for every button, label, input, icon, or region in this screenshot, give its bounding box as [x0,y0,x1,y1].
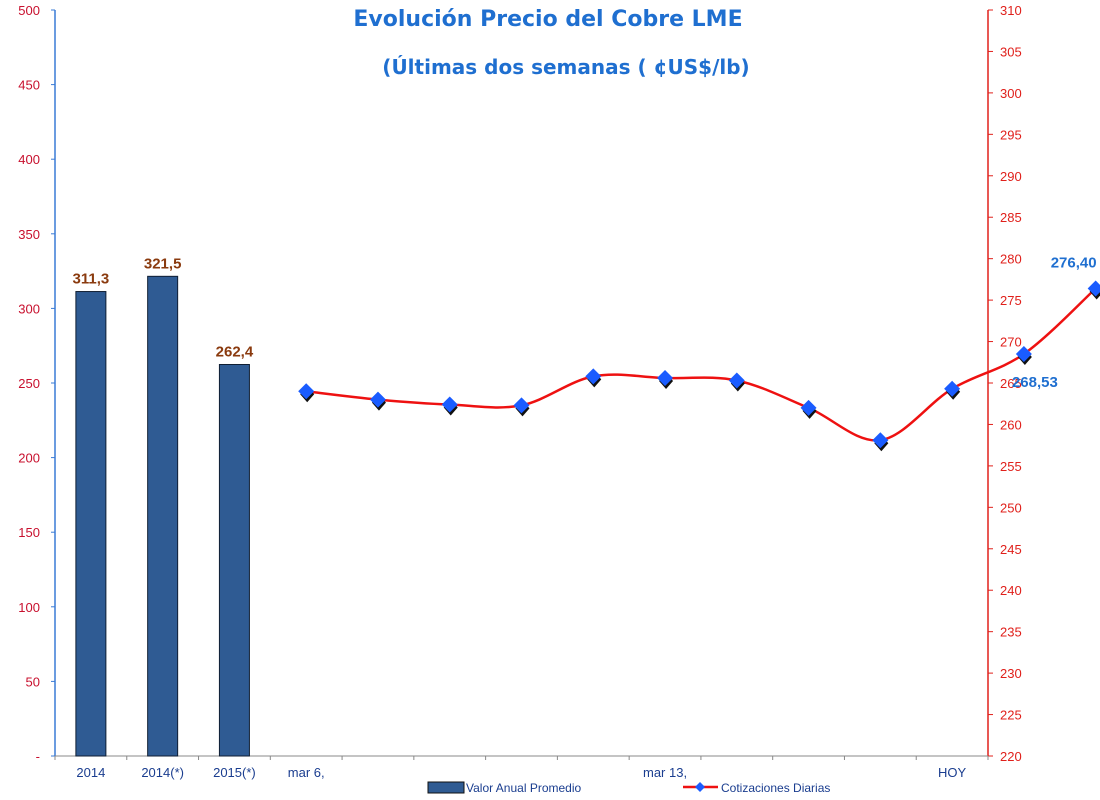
line-point [944,380,961,400]
legend-swatch-bar [427,781,465,794]
line-point [872,432,889,452]
right-tick-label: 300 [1000,86,1022,101]
point-value-label: 276,40 [1051,255,1097,272]
right-tick-label: 245 [1000,542,1022,557]
right-tick-label: 290 [1000,169,1022,184]
line-point [369,391,386,411]
left-tick-label: 500 [18,3,40,18]
plot-area: - 50 100 150 200 250 300 350 400 450 500 220 225 230… [18,3,1100,780]
right-tick-label: 285 [1000,210,1022,225]
line-path [306,287,1097,442]
left-tick-label: 300 [18,301,40,316]
line-series: 268,53 276,40 [298,255,1100,452]
line-point [1087,280,1100,300]
category-label: 2014(*) [141,765,184,780]
left-axis-ticks: - 50 100 150 200 250 300 350 400 450 500 [18,3,55,764]
chart-title: Evolución Precio del Cobre LME [353,7,742,32]
left-tick-label: 350 [18,227,40,242]
bar-value-label: 321,5 [144,255,182,272]
legend-label-line: Cotizaciones Diarias [721,781,830,795]
left-tick-label: 150 [18,525,40,540]
right-tick-label: 260 [1000,417,1022,432]
right-tick-label: 255 [1000,459,1022,474]
bar [75,291,107,757]
bar [218,363,250,757]
category-labels: 2014 2014(*) 2015(*) mar 6, mar 13, HOY [76,765,966,780]
legend-swatch-marker [695,782,705,792]
line-point [728,372,745,392]
right-tick-label: 240 [1000,583,1022,598]
chart-subtitle: (Últimas dos semanas ( ¢US$/lb) [382,55,749,79]
left-tick-label: - [36,749,40,764]
left-tick-label: 250 [18,376,40,391]
right-tick-label: 270 [1000,335,1022,350]
right-tick-label: 275 [1000,293,1022,308]
right-tick-label: 265 [1000,376,1022,391]
left-tick-label: 100 [18,600,40,615]
right-tick-label: 230 [1000,666,1022,681]
bar-series: 311,3 321,5 262,4 [73,255,254,757]
legend-label-bar: Valor Anual Promedio [466,781,582,795]
line-point [800,399,817,419]
right-tick-label: 225 [1000,708,1022,723]
right-axis-ticks: 220 225 230 235 240 245 250 255 260 265 270 275 280 2… [988,3,1022,764]
legend: Valor Anual Promedio Cotizaciones Diaria… [427,781,830,795]
line-point [585,368,602,388]
left-tick-label: 400 [18,152,40,167]
right-tick-label: 220 [1000,749,1022,764]
left-tick-label: 50 [26,674,40,689]
category-label: 2014 [76,765,105,780]
line-point [1015,345,1032,365]
right-tick-label: 235 [1000,625,1022,640]
line-point [513,397,530,417]
category-label: 2015(*) [213,765,256,780]
right-tick-label: 295 [1000,127,1022,142]
right-tick-label: 250 [1000,500,1022,515]
left-tick-label: 450 [18,78,40,93]
line-point [441,396,458,416]
right-tick-label: 280 [1000,252,1022,267]
x-axis-ticks [54,756,989,760]
category-label: HOY [938,765,967,780]
left-tick-label: 200 [18,451,40,466]
bar-value-label: 311,3 [73,271,110,288]
line-point [657,370,674,390]
bar-value-label: 262,4 [216,343,254,360]
right-tick-label: 310 [1000,3,1022,18]
bar [147,275,179,757]
category-label: mar 13, [643,765,687,780]
category-label: mar 6, [288,765,325,780]
right-tick-label: 305 [1000,44,1022,59]
line-point [298,383,315,403]
point-value-label: 268,53 [1012,374,1058,391]
